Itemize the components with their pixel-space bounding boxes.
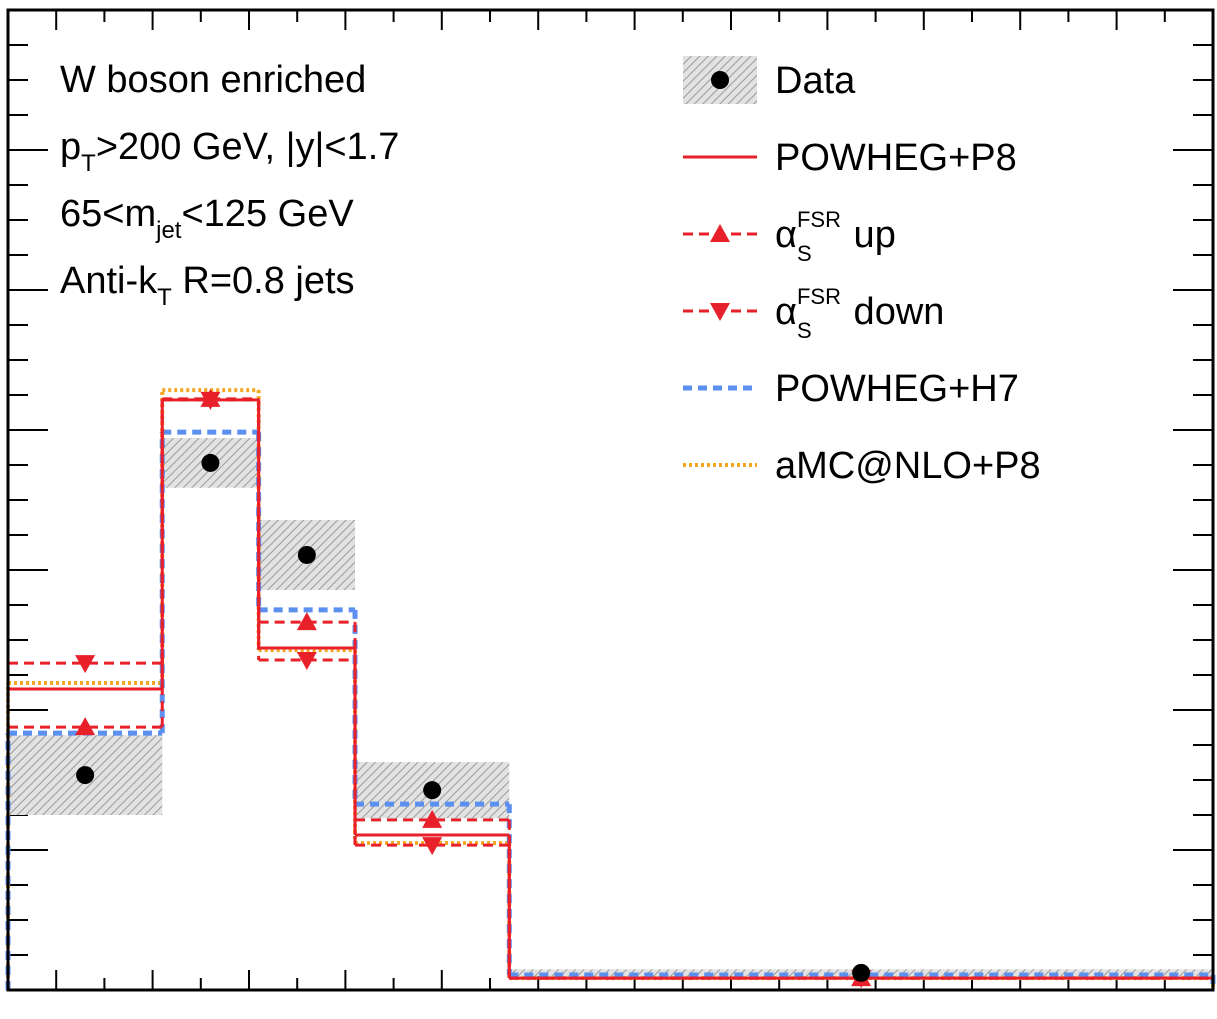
annotation-text: R=0.8 jets bbox=[172, 260, 355, 302]
data-point bbox=[852, 963, 871, 982]
annotation: 65<mjet<125 GeV bbox=[60, 193, 354, 244]
legend-label: αFSR S up bbox=[775, 207, 896, 266]
marker bbox=[200, 388, 221, 407]
annotation-sub: T bbox=[81, 150, 96, 177]
legend-label: POWHEG+H7 bbox=[775, 368, 1019, 410]
plot-frame bbox=[6, 8, 1215, 992]
marker bbox=[75, 717, 96, 736]
marker bbox=[422, 809, 443, 828]
annotation-text: p bbox=[60, 126, 81, 168]
data-point bbox=[76, 766, 95, 785]
legend-label: Data bbox=[775, 60, 856, 102]
legend-label: POWHEG+P8 bbox=[775, 137, 1017, 179]
data-point bbox=[711, 71, 729, 89]
marker bbox=[75, 655, 96, 674]
marker bbox=[710, 303, 730, 321]
annotation-sub: T bbox=[157, 284, 172, 311]
data-point bbox=[201, 453, 220, 472]
legend-sup: FSR bbox=[797, 284, 841, 309]
annotation-text: Anti-k bbox=[60, 260, 158, 302]
annotation-text: 65<m bbox=[60, 193, 156, 235]
legend-text: down bbox=[843, 291, 944, 333]
marker bbox=[422, 837, 443, 856]
legend-label: αFSR S down bbox=[775, 284, 944, 343]
legend-base: α bbox=[775, 291, 797, 333]
annotation: W boson enriched bbox=[60, 59, 366, 101]
legend-sub: S bbox=[797, 241, 812, 266]
marker bbox=[296, 612, 317, 631]
annotation-text: W boson enriched bbox=[60, 59, 366, 101]
legend-base: α bbox=[775, 214, 797, 256]
legend-label: aMC@NLO+P8 bbox=[775, 445, 1041, 487]
data-point bbox=[423, 781, 442, 800]
data-point bbox=[297, 545, 316, 564]
annotation: pT>200 GeV, |y|<1.7 bbox=[60, 126, 399, 177]
legend-sup: FSR bbox=[797, 207, 841, 232]
legend-sub: S bbox=[797, 318, 812, 343]
legend-text: up bbox=[843, 214, 896, 256]
annotation-sub: jet bbox=[155, 217, 182, 244]
marker bbox=[710, 224, 730, 242]
annotation: Anti-kT R=0.8 jets bbox=[60, 260, 355, 311]
marker bbox=[296, 651, 317, 670]
annotation-text: <125 GeV bbox=[181, 193, 354, 235]
annotation-text: >200 GeV, |y|<1.7 bbox=[96, 126, 400, 168]
